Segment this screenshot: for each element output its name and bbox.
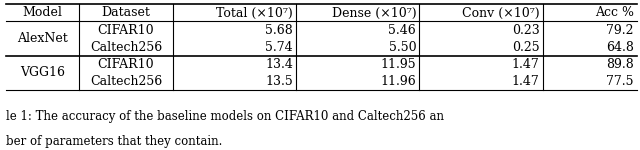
Text: AlexNet: AlexNet <box>17 32 68 45</box>
Text: le 1: The accuracy of the baseline models on CIFAR10 and Caltech256 an: le 1: The accuracy of the baseline model… <box>6 110 444 123</box>
Text: VGG16: VGG16 <box>20 66 65 79</box>
Text: ber of parameters that they contain.: ber of parameters that they contain. <box>6 135 223 148</box>
Text: CIFAR10: CIFAR10 <box>98 24 154 36</box>
Text: 5.46: 5.46 <box>388 24 416 36</box>
Text: 11.95: 11.95 <box>381 58 416 70</box>
Text: Model: Model <box>22 6 63 20</box>
Text: Total (×10⁷): Total (×10⁷) <box>216 6 293 20</box>
Text: 13.5: 13.5 <box>266 75 293 88</box>
Text: Acc %: Acc % <box>595 6 634 20</box>
Text: 89.8: 89.8 <box>606 58 634 70</box>
Text: 64.8: 64.8 <box>605 40 634 54</box>
Text: 5.74: 5.74 <box>266 40 293 54</box>
Text: 1.47: 1.47 <box>511 75 540 88</box>
Text: 0.25: 0.25 <box>512 40 540 54</box>
Text: 79.2: 79.2 <box>606 24 634 36</box>
Text: 5.68: 5.68 <box>266 24 293 36</box>
Text: 11.96: 11.96 <box>380 75 416 88</box>
Text: CIFAR10: CIFAR10 <box>98 58 154 70</box>
Text: Dataset: Dataset <box>102 6 150 20</box>
Text: 5.50: 5.50 <box>388 40 416 54</box>
Text: Dense (×10⁷): Dense (×10⁷) <box>332 6 416 20</box>
Text: 1.47: 1.47 <box>511 58 540 70</box>
Text: 0.23: 0.23 <box>511 24 540 36</box>
Text: Caltech256: Caltech256 <box>90 40 162 54</box>
Text: 13.4: 13.4 <box>265 58 293 70</box>
Text: Caltech256: Caltech256 <box>90 75 162 88</box>
Text: Conv (×10⁷): Conv (×10⁷) <box>462 6 540 20</box>
Text: 77.5: 77.5 <box>606 75 634 88</box>
